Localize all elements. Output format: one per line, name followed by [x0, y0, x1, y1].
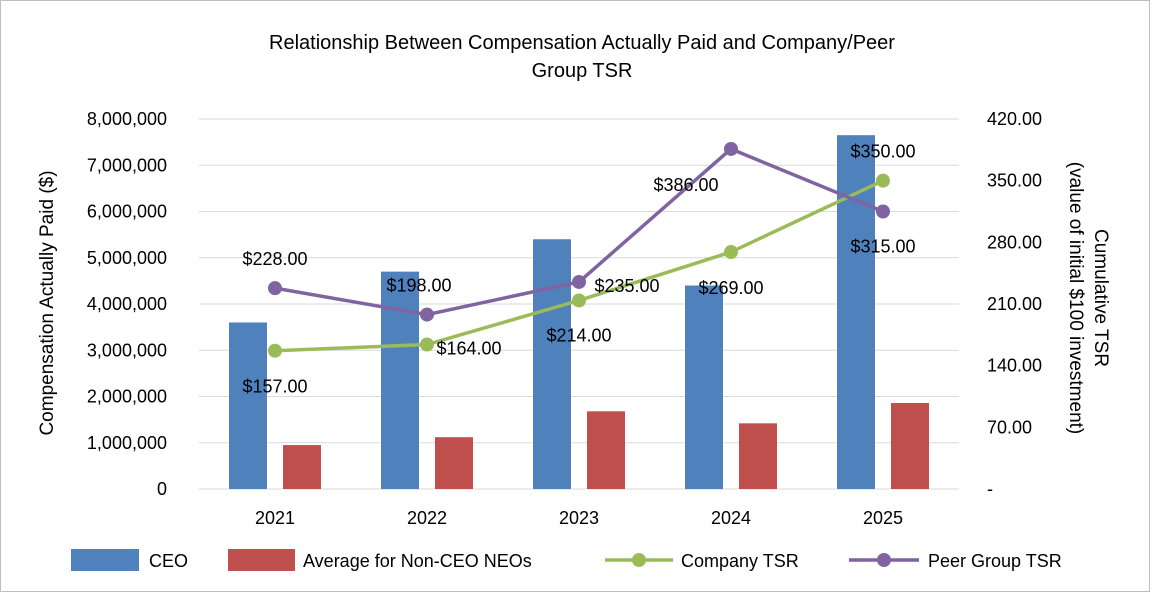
bar-ceo	[533, 239, 571, 489]
x-tick-label: 2022	[407, 508, 447, 528]
x-tick-label: 2025	[863, 508, 903, 528]
marker-company-tsr	[876, 173, 890, 188]
x-axis-ticks: 2021 2022 2023 2024 2025	[255, 508, 903, 528]
marker-company-tsr	[724, 245, 738, 260]
y-tick-label: 3,000,000	[87, 340, 167, 360]
lines	[268, 141, 890, 358]
data-label-company-tsr: $164.00	[436, 339, 501, 359]
legend-label-ceo: CEO	[149, 551, 188, 571]
marker-peer-tsr	[420, 307, 434, 322]
data-labels: $157.00 $164.00 $214.00 $269.00 $350.00 $228.…	[242, 142, 915, 397]
y2-tick-label: 350.00	[987, 171, 1042, 191]
marker-peer-tsr	[268, 281, 282, 296]
data-label-company-tsr: $350.00	[850, 142, 915, 162]
legend-marker-peer-tsr	[877, 553, 891, 567]
marker-company-tsr	[572, 293, 586, 308]
line-peer-tsr	[274, 146, 884, 317]
legend-marker-company-tsr	[632, 553, 646, 567]
data-label-company-tsr: $214.00	[546, 325, 611, 345]
legend-label-company-tsr: Company TSR	[681, 551, 799, 571]
legend: CEO Average for Non-CEO NEOs Company TSR…	[71, 549, 1062, 571]
bar-non-ceo	[435, 437, 473, 489]
y-tick-label: 2,000,000	[87, 387, 167, 407]
y2-tick-label: 70.00	[987, 417, 1032, 437]
data-label-peer-tsr: $235.00	[594, 276, 659, 296]
y-axis-title: Compensation Actually Paid ($)	[37, 170, 58, 435]
x-tick-label: 2023	[559, 508, 599, 528]
legend-swatch-non-ceo	[228, 549, 295, 571]
bar-non-ceo	[283, 445, 321, 489]
y-tick-label: 4,000,000	[87, 294, 167, 314]
bar-non-ceo	[587, 411, 625, 489]
y-tick-label: 8,000,000	[87, 109, 167, 129]
bar-non-ceo	[739, 423, 777, 489]
bar-ceo	[381, 271, 419, 489]
y-tick-label: 5,000,000	[87, 248, 167, 268]
y2-tick-label: 210.00	[987, 294, 1042, 314]
chart-title-line1: Relationship Between Compensation Actual…	[269, 32, 895, 54]
data-label-peer-tsr: $315.00	[850, 237, 915, 257]
marker-peer-tsr	[572, 274, 586, 289]
bar-non-ceo	[891, 402, 929, 489]
marker-company-tsr	[420, 337, 434, 352]
y2-tick-label: 140.00	[987, 356, 1042, 376]
bar-ceo	[685, 285, 723, 489]
legend-label-non-ceo: Average for Non-CEO NEOs	[303, 551, 532, 571]
y-tick-label: 7,000,000	[87, 155, 167, 175]
data-label-company-tsr: $157.00	[242, 377, 307, 397]
y-tick-label: 0	[157, 479, 167, 499]
legend-swatch-ceo	[71, 549, 139, 571]
y2-axis-title-line1: Cumulative TSR	[1090, 229, 1111, 367]
y2-axis-title-line2: (value of initial $100 investment)	[1065, 162, 1086, 434]
data-label-peer-tsr: $386.00	[653, 175, 718, 195]
data-label-peer-tsr: $198.00	[386, 276, 451, 296]
y-tick-label: 6,000,000	[87, 202, 167, 222]
y2-tick-label: -	[987, 479, 993, 499]
marker-company-tsr	[268, 343, 282, 358]
right-axis-ticks: - 70.00 140.00 210.00 280.00 350.00 420.00	[987, 109, 1042, 499]
y2-tick-label: 420.00	[987, 109, 1042, 129]
bars	[229, 135, 929, 489]
data-label-peer-tsr: $228.00	[242, 249, 307, 269]
marker-peer-tsr	[876, 204, 890, 219]
bar-ceo	[229, 322, 267, 489]
x-tick-label: 2021	[255, 508, 295, 528]
data-label-company-tsr: $269.00	[698, 278, 763, 298]
left-axis-ticks: 0 1,000,000 2,000,000 3,000,000 4,000,000 5,0…	[87, 109, 167, 499]
x-tick-label: 2024	[711, 508, 751, 528]
y-tick-label: 1,000,000	[87, 433, 167, 453]
y2-tick-label: 280.00	[987, 232, 1042, 252]
marker-peer-tsr	[724, 141, 738, 156]
legend-label-peer-tsr: Peer Group TSR	[928, 551, 1062, 571]
chart-title-line2: Group TSR	[532, 60, 633, 82]
